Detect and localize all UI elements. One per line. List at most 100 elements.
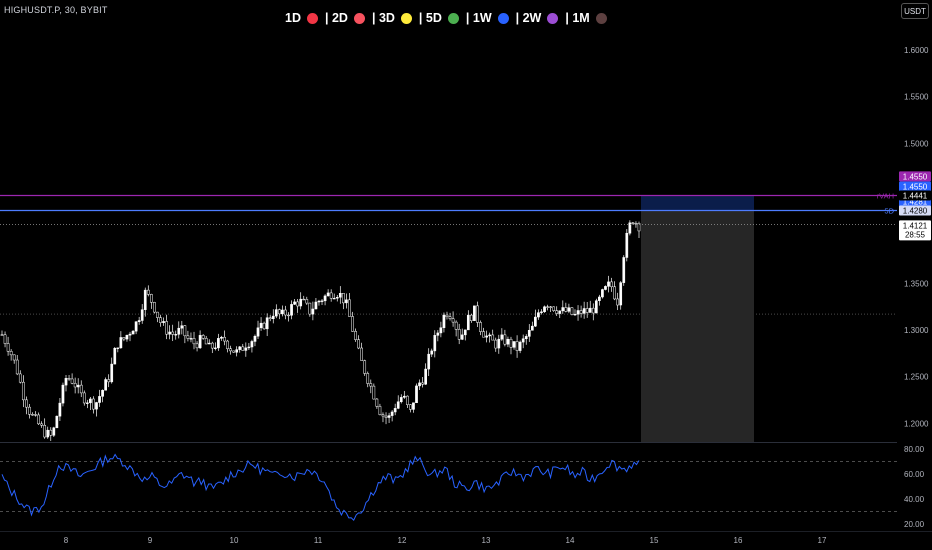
candle-body	[552, 306, 556, 311]
candle	[491, 329, 495, 341]
candle-body	[168, 331, 171, 335]
candle-body	[37, 414, 40, 425]
candle-body	[174, 334, 178, 336]
candle-body	[104, 379, 107, 391]
candle-body	[567, 307, 571, 312]
price-badge: 1.4550	[899, 181, 931, 192]
candle	[168, 325, 171, 340]
candle	[342, 293, 345, 310]
timeframe-label: 2D	[331, 11, 348, 25]
candle-body	[122, 337, 126, 340]
candle-body	[198, 335, 202, 349]
candle	[207, 339, 211, 345]
price-tick-label: 1.3500	[904, 279, 929, 288]
candle	[521, 334, 525, 349]
candle	[375, 397, 379, 409]
candle	[588, 300, 592, 313]
candle	[43, 418, 47, 439]
candle	[534, 309, 537, 327]
candle	[274, 304, 278, 319]
candle-body	[153, 302, 156, 313]
candle-body	[345, 299, 348, 304]
candle-body	[265, 317, 269, 330]
candle	[61, 382, 65, 407]
candle	[244, 342, 248, 357]
candle-body	[366, 373, 370, 384]
candle-body	[55, 415, 59, 429]
candle	[149, 293, 153, 309]
candle-body	[146, 289, 150, 295]
candle	[6, 336, 10, 356]
candle-body	[543, 306, 546, 313]
candle-body	[15, 359, 19, 375]
candle	[393, 403, 397, 416]
currency-button[interactable]: USDT	[901, 3, 929, 19]
candle-body	[85, 402, 89, 404]
candle-body	[256, 327, 260, 337]
price-badge-text: 1.4550	[903, 183, 928, 192]
candle	[555, 306, 559, 316]
candle-body	[594, 300, 598, 314]
candle-body	[156, 311, 159, 318]
candle-body	[445, 314, 449, 317]
time-tick-label: 17	[818, 536, 827, 545]
candle	[457, 323, 461, 345]
candle	[613, 281, 616, 301]
candle	[482, 327, 485, 338]
candle	[278, 308, 281, 320]
candle	[308, 302, 312, 317]
candle-body	[284, 309, 287, 316]
candle	[241, 343, 245, 351]
timeframe-legend: 1D | 2D | 3D | 5D | 1W | 2W | 1M	[285, 10, 613, 26]
candle-body	[201, 335, 205, 339]
candle-body	[540, 311, 543, 313]
candle-body	[76, 384, 80, 388]
candle	[116, 347, 120, 353]
candle	[40, 421, 43, 428]
candle-body	[46, 429, 50, 438]
timeframe-5d: 5D |	[426, 11, 473, 25]
candle-body	[515, 341, 519, 351]
candle-body	[509, 338, 513, 348]
candle	[201, 334, 205, 340]
candle	[442, 312, 446, 333]
candle-body	[335, 297, 339, 299]
candle-body	[409, 404, 412, 410]
candle-body	[476, 305, 479, 323]
candle	[253, 334, 257, 347]
candle-body	[473, 305, 476, 321]
level-badge-bg	[899, 205, 931, 216]
candle-body	[281, 309, 284, 315]
candle-body	[598, 296, 601, 301]
candle	[247, 342, 251, 350]
candle	[85, 399, 89, 409]
candle	[448, 312, 452, 321]
candle	[576, 305, 580, 321]
candle-body	[631, 222, 635, 224]
timeframe-separator: |	[418, 11, 426, 25]
candle	[101, 389, 104, 403]
candle	[470, 313, 473, 323]
candle	[357, 335, 360, 350]
candle-body	[274, 309, 278, 317]
candle-body	[579, 310, 583, 314]
candle	[619, 281, 623, 310]
candle-body	[314, 301, 318, 310]
price-tick-label: 1.5500	[904, 93, 929, 102]
candle	[372, 383, 376, 400]
projection-bottom-zone	[641, 210, 754, 442]
candle	[396, 395, 400, 410]
time-tick-label: 13	[482, 536, 491, 545]
candle-body	[64, 378, 68, 386]
candle-body	[247, 346, 251, 349]
candle	[46, 426, 50, 439]
candle-body	[140, 309, 144, 321]
candle-body	[591, 307, 595, 314]
candle	[540, 309, 543, 315]
candle	[466, 310, 470, 331]
candle	[189, 332, 193, 343]
candle	[402, 390, 406, 399]
candle	[546, 304, 549, 311]
candle-body	[360, 347, 363, 361]
